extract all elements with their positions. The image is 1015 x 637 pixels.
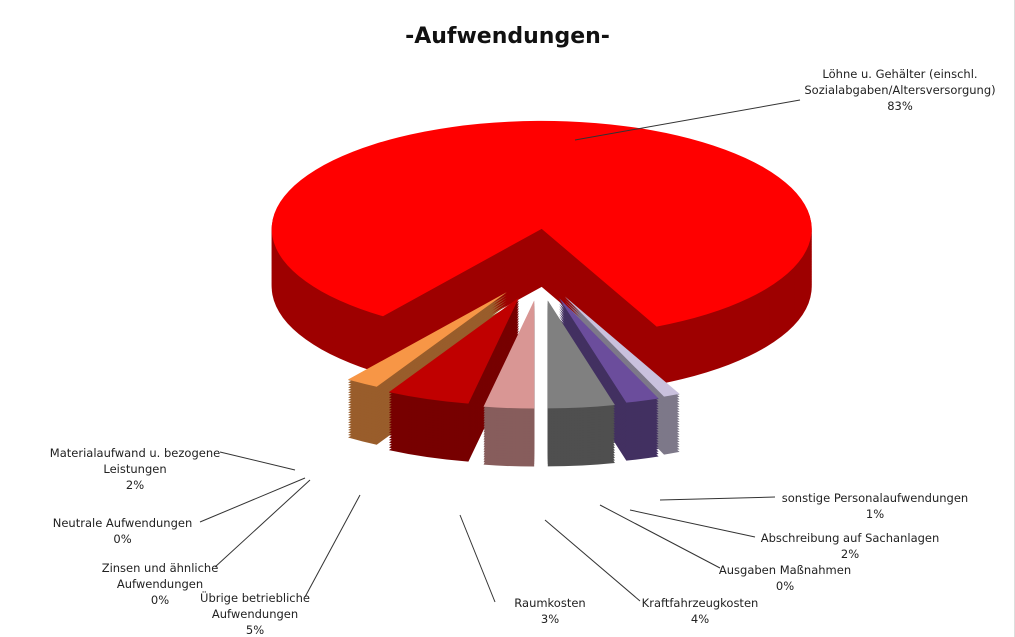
leader-line	[599, 504, 721, 569]
slice-label: Raumkosten 3%	[480, 595, 620, 627]
slice-label: Materialaufwand u. bezogene Leistungen 2%	[40, 445, 230, 493]
slice-name: Kraftfahrzeugkosten	[641, 596, 759, 610]
slice-label: Kraftfahrzeugkosten 4%	[620, 595, 780, 627]
slice-name: Materialaufwand u. bezogene Leistungen	[49, 446, 221, 476]
slice-value: 3%	[540, 612, 560, 626]
slice-name: Übrige betriebliche Aufwendungen	[200, 591, 310, 621]
slice-label: Abschreibung auf Sachanlagen 2%	[750, 530, 950, 562]
slice-value: 4%	[690, 612, 710, 626]
leader-line	[214, 479, 311, 568]
chart-title: -Aufwendungen-	[405, 24, 610, 49]
slice-value: 2%	[125, 478, 145, 492]
leader-line	[629, 509, 756, 538]
slice-name: Abschreibung auf Sachanlagen	[760, 531, 940, 545]
leader-line	[574, 99, 801, 141]
slice-label: Ausgaben Maßnahmen 0%	[700, 562, 870, 594]
leader-line	[219, 451, 296, 471]
slice-value: 0%	[150, 593, 170, 607]
leader-line	[459, 514, 496, 603]
leader-line	[544, 519, 641, 602]
slice-value: 0%	[775, 579, 795, 593]
slice-value: 5%	[245, 623, 265, 637]
slice-label: Übrige betriebliche Aufwendungen 5%	[185, 590, 325, 637]
leader-line	[659, 496, 776, 501]
leader-line	[199, 477, 306, 523]
slice	[271, 120, 812, 327]
slice-label: Löhne u. Gehälter (einschl. Sozialabgabe…	[790, 66, 1010, 114]
slice	[559, 298, 659, 403]
slice	[388, 297, 519, 404]
slice	[547, 300, 615, 409]
slice-value: 83%	[887, 99, 913, 113]
slice-name: Neutrale Aufwendungen	[52, 516, 193, 530]
leader-line	[304, 494, 361, 598]
slice-name: Raumkosten	[514, 596, 586, 610]
slice-value: 1%	[865, 507, 885, 521]
slice-value: 0%	[113, 532, 132, 546]
slice	[483, 300, 535, 409]
slice-name: Löhne u. Gehälter (einschl. Sozialabgabe…	[804, 67, 996, 97]
slice-name: sonstige Personalaufwendungen	[781, 491, 969, 505]
slice	[564, 296, 680, 397]
slice-label: Zinsen und ähnliche Aufwendungen 0%	[95, 560, 225, 608]
slice-name: Ausgaben Maßnahmen	[718, 563, 852, 577]
slice-value: 2%	[840, 547, 860, 561]
slice-name: Zinsen und ähnliche Aufwendungen	[101, 561, 219, 591]
slice	[348, 292, 507, 387]
slice-label: sonstige Personalaufwendungen 1%	[770, 490, 980, 522]
slice-label: Neutrale Aufwendungen 0%	[40, 515, 205, 547]
